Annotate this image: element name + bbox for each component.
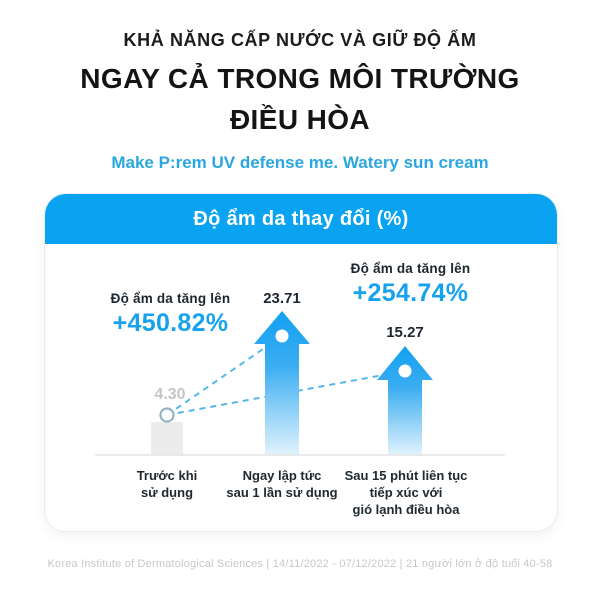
x-label-line: Trước khi [136, 468, 198, 483]
x-label-immediate: Ngay lập tức sau 1 lần sử dụng [212, 467, 352, 501]
dashed-connector-immediate [166, 335, 283, 416]
title-subline: KHẢ NĂNG CẤP NƯỚC VÀ GIỮ ĐỘ ẨM [123, 30, 477, 50]
x-label-line: tiếp xúc với [369, 485, 443, 500]
value-label-immediate: 23.71 [263, 290, 301, 307]
annotation-immediate: Độ ẩm da tăng lên +450.82% [78, 291, 263, 338]
x-label-after: Sau 15 phút liên tục tiếp xúc với gió lạ… [330, 467, 482, 518]
annotation-label: Độ ẩm da tăng lên [350, 261, 471, 276]
value-label-after: 15.27 [386, 324, 424, 341]
bar-arrow-immediate [254, 311, 310, 455]
source-footnote: Korea Institute of Dermatological Scienc… [47, 558, 553, 570]
chart-card: Độ ẩm da thay đổi (%) [44, 193, 558, 532]
x-label-line: sau 1 lần sử dụng [226, 485, 338, 500]
arrow-dot-after [398, 364, 412, 378]
product-subtitle: Make P:rem UV defense me. Watery sun cre… [111, 153, 489, 172]
bar-arrow-after [377, 346, 433, 455]
moisture-chart [95, 311, 505, 456]
start-point-marker [159, 407, 175, 423]
x-label-line: Ngay lập tức [242, 468, 322, 483]
annotation-percent: +254.74% [352, 279, 469, 307]
value-label-before: 4.30 [154, 386, 186, 403]
annotation-label: Độ ẩm da tăng lên [110, 291, 231, 306]
chart-title: Độ ẩm da thay đổi (%) [193, 207, 409, 230]
x-label-line: gió lạnh điều hòa [352, 502, 460, 517]
arrow-dot-immediate [275, 329, 289, 343]
page-title: NGAY CẢ TRONG MÔI TRƯỜNG ĐIỀU HÒA [80, 63, 520, 135]
bar-before-use [151, 422, 183, 455]
annotation-after: Độ ẩm da tăng lên +254.74% [318, 261, 503, 308]
annotation-percent: +450.82% [112, 309, 229, 337]
x-label-line: Sau 15 phút liên tục [344, 468, 468, 483]
x-label-line: sử dụng [140, 485, 194, 500]
x-label-before: Trước khi sử dụng [107, 467, 227, 501]
chart-card-header: Độ ẩm da thay đổi (%) [45, 194, 557, 244]
